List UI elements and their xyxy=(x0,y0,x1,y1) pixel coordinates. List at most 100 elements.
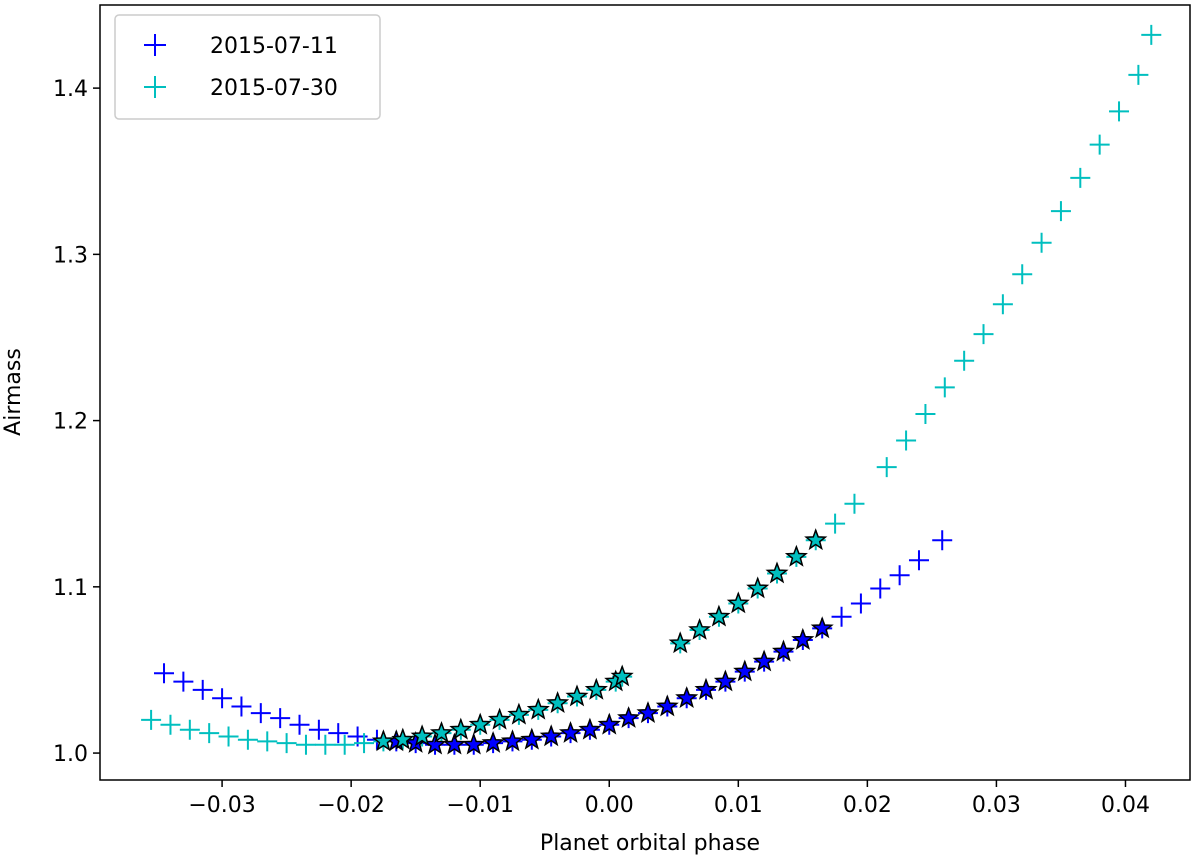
plus-marker xyxy=(354,733,375,754)
star-marker xyxy=(617,706,641,728)
x-tick-label: 0.03 xyxy=(972,793,1021,818)
plus-marker xyxy=(850,593,871,614)
plus-marker xyxy=(289,714,310,735)
plus-marker xyxy=(844,493,865,514)
star-marker xyxy=(746,576,770,599)
plus-marker xyxy=(270,708,291,729)
star-marker xyxy=(578,717,602,740)
plus-marker xyxy=(1070,167,1091,188)
star-marker xyxy=(597,712,621,735)
plus-marker xyxy=(328,723,349,744)
plus-marker xyxy=(954,350,975,371)
star-marker xyxy=(804,528,828,551)
y-tick-label: 1.4 xyxy=(53,77,88,102)
y-tick-label: 1.2 xyxy=(53,410,88,435)
plus-marker xyxy=(896,430,917,451)
plus-marker xyxy=(973,324,994,345)
plus-marker xyxy=(934,377,955,398)
star-marker xyxy=(371,729,395,752)
star-marker xyxy=(610,664,634,687)
star-marker xyxy=(675,686,699,709)
star-marker xyxy=(733,659,757,682)
star-marker xyxy=(771,639,796,662)
x-axis-label: Planet orbital phase xyxy=(540,831,760,856)
plus-marker xyxy=(932,530,953,551)
plus-marker xyxy=(876,457,897,478)
plus-marker xyxy=(231,696,252,717)
plus-marker xyxy=(141,709,162,730)
star-marker xyxy=(688,617,712,640)
star-marker xyxy=(694,677,718,700)
star-marker xyxy=(391,727,415,750)
star-marker xyxy=(765,561,789,584)
star-marker xyxy=(636,701,660,724)
plus-marker xyxy=(1050,201,1071,222)
plus-marker xyxy=(1141,24,1162,45)
x-tick-label: 0.04 xyxy=(1101,793,1150,818)
star-marker xyxy=(565,684,589,707)
star-marker xyxy=(507,702,531,725)
plus-marker xyxy=(160,714,181,735)
plus-marker xyxy=(218,726,239,747)
plus-marker xyxy=(144,76,166,98)
star-marker xyxy=(410,724,434,747)
plus-marker xyxy=(179,719,200,740)
plus-marker xyxy=(315,734,336,755)
star-marker xyxy=(468,712,492,735)
plus-marker xyxy=(276,733,297,754)
star-marker xyxy=(449,717,473,740)
star-marker xyxy=(584,677,608,700)
star-marker xyxy=(810,616,834,639)
star-marker xyxy=(546,691,570,714)
plus-marker xyxy=(154,663,175,684)
plus-marker xyxy=(1089,134,1110,155)
star-marker xyxy=(429,720,454,743)
plus-marker xyxy=(199,723,220,744)
star-marker xyxy=(726,591,750,614)
star-marker xyxy=(655,694,679,717)
star-marker xyxy=(558,720,583,743)
star-marker xyxy=(784,544,808,567)
plus-marker xyxy=(1012,264,1033,285)
star-marker xyxy=(526,697,550,720)
y-axis-label: Airmass xyxy=(1,348,26,436)
star-marker xyxy=(500,729,525,752)
plus-marker xyxy=(831,606,852,627)
star-marker xyxy=(752,649,776,672)
plus-marker xyxy=(1128,64,1149,85)
plus-marker xyxy=(192,679,213,700)
star-marker xyxy=(791,627,815,650)
star-marker xyxy=(539,724,563,747)
star-marker xyxy=(713,669,737,692)
x-tick-label: 0.02 xyxy=(843,793,892,818)
x-tick-label: 0.00 xyxy=(585,793,634,818)
x-tick-label: −0.01 xyxy=(446,793,513,818)
plot-frame xyxy=(99,4,1191,781)
plus-marker xyxy=(308,719,329,740)
star-marker xyxy=(668,631,692,654)
star-marker xyxy=(487,707,512,730)
star-marker xyxy=(520,727,544,750)
plus-marker xyxy=(915,403,936,424)
plus-marker xyxy=(870,578,891,599)
y-tick-label: 1.1 xyxy=(53,576,88,601)
plus-marker xyxy=(908,550,929,571)
plus-marker xyxy=(295,734,316,755)
plus-marker xyxy=(257,731,278,752)
plus-marker xyxy=(173,671,194,692)
plus-marker xyxy=(212,688,233,709)
star-marker xyxy=(707,604,731,627)
y-tick-label: 1.0 xyxy=(53,742,88,767)
plus-marker xyxy=(1109,101,1130,122)
plus-marker xyxy=(237,729,258,750)
star-marker xyxy=(481,730,505,753)
x-tick-label: 0.01 xyxy=(714,793,763,818)
plus-marker xyxy=(250,703,271,724)
plus-marker xyxy=(1031,232,1052,253)
legend-box xyxy=(114,14,381,120)
plus-marker xyxy=(144,34,166,56)
y-tick-label: 1.3 xyxy=(53,243,88,268)
legend-label: 2015-07-11 xyxy=(210,34,338,59)
